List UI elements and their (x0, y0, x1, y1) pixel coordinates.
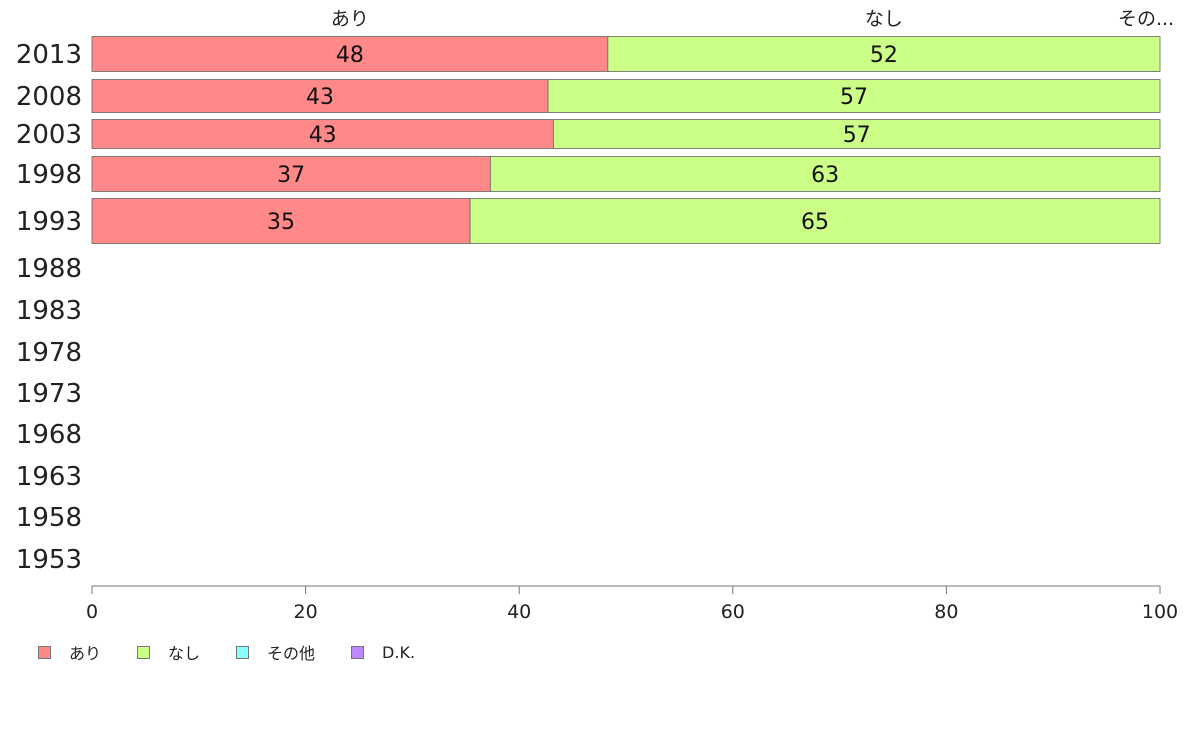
top-label-1: なし (865, 8, 903, 30)
year-label-2008: 2008 (16, 82, 82, 112)
legend-item-0: あり (38, 640, 101, 664)
x-tick-label-40: 40 (507, 601, 531, 623)
year-label-1968: 1968 (16, 420, 82, 450)
top-label-2: その... (1118, 8, 1174, 30)
year-label-1958: 1958 (16, 503, 82, 533)
bar-2008-series-1 (547, 79, 1161, 113)
legend-swatch (137, 645, 151, 659)
top-label-0: あり (331, 8, 369, 30)
year-label-1953: 1953 (16, 545, 82, 575)
data-label-2013-series-0: 48 (336, 43, 364, 68)
bar-1993-series-0 (91, 198, 471, 244)
legend-label: なし (168, 644, 201, 663)
legend-item-1: なし (137, 640, 200, 664)
year-label-1963: 1963 (16, 462, 82, 492)
legend-item-3: D.K. (351, 643, 415, 662)
x-tick-label-100: 100 (1142, 601, 1178, 623)
bar-2013-series-1 (607, 36, 1161, 72)
bar-1998-series-0 (91, 156, 491, 192)
year-label-1993: 1993 (16, 207, 82, 237)
year-label-1988: 1988 (16, 254, 82, 284)
data-label-1998-series-1: 63 (811, 163, 839, 188)
legend: あり なし その他 D.K. (38, 640, 451, 664)
data-label-1993-series-1: 65 (801, 210, 829, 235)
bar-2013-series-0 (91, 36, 609, 72)
year-label-1978: 1978 (16, 338, 82, 368)
data-label-2003-series-1: 57 (843, 123, 871, 148)
bar-1993-series-1 (469, 198, 1161, 244)
year-label-1998: 1998 (16, 160, 82, 190)
x-tick-label-60: 60 (721, 601, 745, 623)
legend-label: D.K. (382, 642, 416, 662)
data-label-2003-series-0: 43 (309, 123, 337, 148)
bar-2003-series-0 (91, 119, 554, 149)
legend-label: その他 (267, 644, 316, 663)
data-label-1993-series-0: 35 (267, 210, 295, 235)
data-label-2008-series-0: 43 (306, 85, 334, 110)
data-label-2008-series-1: 57 (840, 85, 868, 110)
bar-2008-series-0 (91, 79, 549, 113)
legend-swatch (351, 645, 365, 659)
legend-swatch (38, 645, 51, 659)
year-label-1973: 1973 (16, 379, 82, 409)
year-label-2013: 2013 (16, 40, 82, 70)
data-label-2013-series-1: 52 (870, 43, 898, 68)
x-tick-label-80: 80 (934, 601, 958, 623)
bar-1998-series-1 (489, 156, 1161, 192)
data-label-1998-series-0: 37 (277, 163, 305, 188)
year-label-2003: 2003 (16, 120, 82, 150)
x-tick-label-20: 20 (294, 601, 318, 623)
bar-2003-series-1 (552, 119, 1161, 149)
year-label-1983: 1983 (16, 296, 82, 326)
legend-label: あり (69, 644, 102, 663)
x-tick-label-0: 0 (86, 601, 98, 623)
legend-item-2: その他 (236, 640, 315, 664)
legend-swatch (236, 645, 250, 659)
